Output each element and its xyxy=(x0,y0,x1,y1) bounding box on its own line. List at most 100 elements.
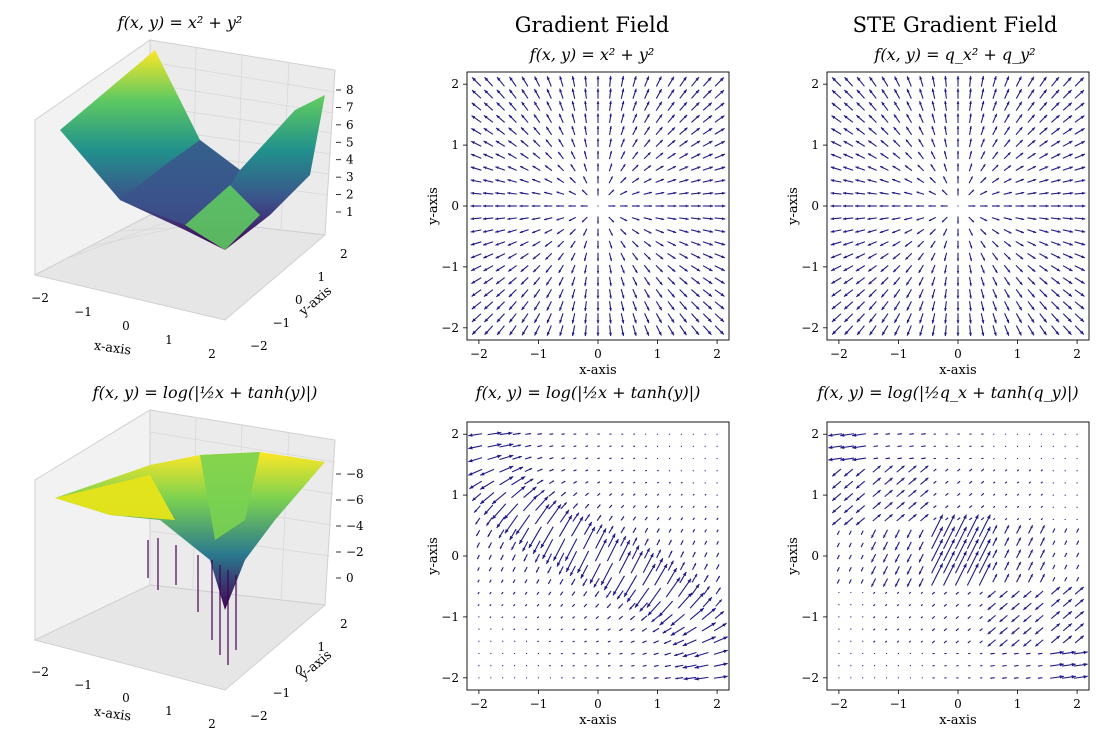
quiver-arrow xyxy=(621,481,624,484)
quiver-arrow xyxy=(897,433,902,435)
quiver-arrow xyxy=(630,628,635,632)
quiver-arrow xyxy=(954,526,968,550)
quiver-arrow xyxy=(532,252,541,260)
quiver-arrow xyxy=(644,288,650,299)
quiver-arrow xyxy=(656,469,659,472)
quiver-arrow xyxy=(471,115,482,123)
quiver-arrow xyxy=(968,480,973,484)
quiver-arrow xyxy=(893,114,901,123)
quiver-arrow xyxy=(662,627,672,634)
quiver-arrow xyxy=(679,561,686,571)
quiver-arrow xyxy=(1025,652,1031,655)
quiver-arrow xyxy=(470,241,482,246)
quiver-arrow xyxy=(1051,313,1060,323)
quiver-arrow xyxy=(620,240,626,249)
quiver-arrow xyxy=(941,189,948,196)
quiver-arrow xyxy=(908,465,917,473)
quiver-arrow xyxy=(654,677,659,679)
quiver-arrow xyxy=(831,492,842,502)
quiver-arrow xyxy=(943,563,956,586)
quiver-arrow xyxy=(714,191,726,195)
quiver-arrow xyxy=(714,277,725,285)
quiver-arrow xyxy=(1062,241,1074,246)
quiver-arrow xyxy=(880,289,889,298)
quiver-arrow xyxy=(524,467,533,472)
quiver-arrow xyxy=(843,265,854,272)
quiver-arrow xyxy=(1039,76,1047,87)
quiver-arrow xyxy=(894,325,901,336)
x-axis-label: x-axis xyxy=(579,713,616,728)
quiver-arrow xyxy=(704,493,707,496)
quiver-arrow xyxy=(667,313,675,324)
quiver-arrow xyxy=(643,228,652,234)
quiver-arrow xyxy=(510,541,517,551)
quiver-arrow xyxy=(843,480,854,489)
y-axis-label: y-axis xyxy=(786,187,801,226)
quiver-arrow xyxy=(1076,482,1078,484)
quiver-arrow xyxy=(521,76,529,87)
quiver-arrow xyxy=(1034,639,1044,647)
quiver-arrow xyxy=(1073,650,1088,655)
quiver-arrow xyxy=(468,445,483,450)
x-tick-label: −1 xyxy=(74,305,92,319)
quiver-arrow xyxy=(559,325,564,337)
quiver-arrow xyxy=(1064,457,1066,460)
quiver-arrow xyxy=(1062,114,1073,123)
quiver-arrow xyxy=(1034,614,1044,623)
quiver-arrow xyxy=(595,640,599,643)
quiver-arrow xyxy=(546,313,552,324)
quiver-arrow xyxy=(1027,241,1037,247)
quiver-arrow xyxy=(905,139,913,148)
quiver-arrow xyxy=(999,639,1008,647)
quiver-arrow xyxy=(680,540,684,546)
quiver-arrow xyxy=(556,552,565,567)
quiver-arrow xyxy=(690,114,701,123)
quiver-arrow xyxy=(704,482,706,484)
quiver-arrow xyxy=(955,591,959,595)
x-tick-label: 1 xyxy=(165,333,173,347)
quiver-arrow xyxy=(612,575,625,596)
quiver-arrow xyxy=(495,289,506,298)
quiver-arrow xyxy=(608,138,612,148)
quiver-arrow xyxy=(1027,325,1035,336)
quiver-arrow xyxy=(626,589,637,603)
quiver-arrow xyxy=(869,325,877,336)
quiver-arrow xyxy=(507,253,517,260)
quiver-arrow xyxy=(968,150,973,160)
quiver-arrow xyxy=(692,482,694,484)
quiver-arrow xyxy=(571,591,576,596)
quiver-arrow xyxy=(583,521,593,535)
quiver-arrow xyxy=(1004,537,1010,546)
quiver-arrow xyxy=(597,492,601,497)
quiver-arrow xyxy=(932,652,935,655)
quiver-arrow xyxy=(1052,540,1056,546)
quiver-arrow xyxy=(596,289,600,299)
quiver-arrow xyxy=(569,565,576,577)
quiver-arrow xyxy=(880,152,889,159)
quiver-arrow xyxy=(572,652,575,655)
quiver-arrow xyxy=(594,590,600,598)
quiver-arrow xyxy=(470,204,482,208)
quiver-arrow xyxy=(620,176,627,184)
quiver-arrow xyxy=(872,513,882,522)
quiver-arrow xyxy=(716,505,719,508)
quiver-arrow xyxy=(1016,457,1019,460)
quiver-arrow xyxy=(668,550,673,558)
quiver-arrow xyxy=(644,313,650,324)
quiver-arrow xyxy=(831,102,842,111)
quiver-arrow xyxy=(680,445,682,447)
quiver-arrow xyxy=(894,566,900,575)
quiver-arrow xyxy=(619,664,623,667)
quiver-arrow xyxy=(496,89,505,99)
quiver-arrow xyxy=(862,652,864,655)
quiver-arrow xyxy=(556,228,565,235)
y-tick-label: −2 xyxy=(250,339,268,353)
quiver-arrow xyxy=(482,191,494,195)
quiver-arrow xyxy=(1074,241,1086,246)
quiver-arrow xyxy=(1003,228,1012,234)
quiver-arrow xyxy=(990,652,995,655)
quiver-arrow xyxy=(670,626,685,637)
quiver-arrow xyxy=(503,503,519,520)
quiver-arrow xyxy=(478,677,480,679)
quiver-arrow xyxy=(880,253,889,260)
